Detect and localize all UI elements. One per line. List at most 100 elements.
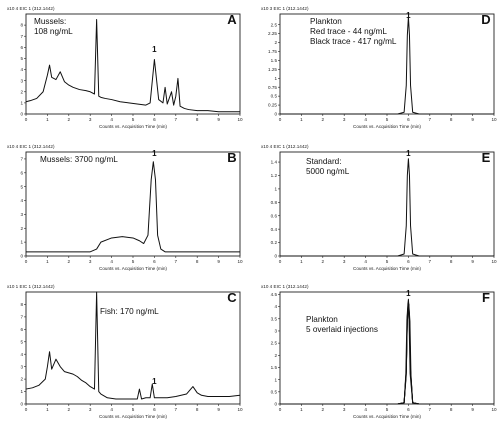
y-tick-label: 1 xyxy=(274,187,277,192)
annotation-text: Plankton xyxy=(310,17,342,26)
y-tick-label: 4 xyxy=(20,67,23,72)
y-tick-label: 0 xyxy=(274,254,277,259)
x-tick-label: 1 xyxy=(300,407,303,412)
x-tick-label: 3 xyxy=(89,259,92,264)
x-tick-label: 6 xyxy=(153,407,156,412)
y-tick-label: 0.5 xyxy=(271,94,278,99)
x-tick-label: 7 xyxy=(175,117,178,122)
annotation-text: Standard: xyxy=(306,157,342,166)
x-axis-label: Counts vs. Acquisition Time (min) xyxy=(353,124,421,129)
x-tick-label: 6 xyxy=(153,259,156,264)
y-tick-label: 1 xyxy=(20,240,23,245)
y-tick-label: 1 xyxy=(274,76,277,81)
series-line xyxy=(280,302,494,405)
y-tick-label: 1.5 xyxy=(271,58,278,63)
x-tick-label: 5 xyxy=(386,407,389,412)
y-tick-label: 1.5 xyxy=(271,365,278,370)
panel-letter: C xyxy=(227,290,237,305)
x-tick-label: 10 xyxy=(237,117,243,122)
series-line xyxy=(26,161,240,253)
panel-letter: E xyxy=(482,150,491,165)
x-tick-label: 10 xyxy=(491,259,497,264)
series-line xyxy=(25,291,241,400)
y-tick-label: 1.75 xyxy=(268,49,277,54)
chart-svg: x10 4 EIC 1 (312.1442) 0 1 2 3 4 5 6 7 8 0 1 2 3 4 5 6 7 8… xyxy=(7,6,243,129)
x-tick-label: 3 xyxy=(89,407,92,412)
y-tick-label: 3.5 xyxy=(271,316,278,321)
x-tick-label: 9 xyxy=(471,117,474,122)
x-tick-label: 0 xyxy=(25,407,28,412)
y-tick-label: 0 xyxy=(20,402,23,407)
chromatogram-panel-d: x10 3 EIC 1 (312.1442) 0 0.25 0.5 0.75 1 1.25 1… xyxy=(258,2,500,130)
y-tick-label: 1 xyxy=(274,377,277,382)
y-tick-label: 7 xyxy=(20,314,23,319)
x-tick-label: 8 xyxy=(196,407,199,412)
x-tick-label: 3 xyxy=(343,407,346,412)
y-tick-label: 2.5 xyxy=(271,22,278,27)
y-tick-label: 0 xyxy=(20,112,23,117)
x-axis-label: Counts vs. Acquisition Time (min) xyxy=(99,124,167,129)
x-tick-label: 2 xyxy=(68,259,71,264)
x-tick-label: 8 xyxy=(450,259,453,264)
peak-label: 1 xyxy=(406,11,411,20)
x-tick-label: 6 xyxy=(407,407,410,412)
y-tick-label: 2.5 xyxy=(271,341,278,346)
series-line xyxy=(280,158,494,257)
y-tick-label: 2.25 xyxy=(268,31,277,36)
y-tick-label: 0.75 xyxy=(268,85,277,90)
x-tick-label: 3 xyxy=(343,117,346,122)
x-tick-label: 1 xyxy=(46,117,49,122)
y-tick-label: 7 xyxy=(20,34,23,39)
chromatogram-panel-b: x10 4 EIC 1 (312.1442) 0 1 2 3 4 5 6 7 0 1 2 3 4 5 6 7 8 9… xyxy=(4,140,246,272)
y-tick-label: 0.5 xyxy=(271,389,278,394)
annotation-text: Mussels: 3700 ng/mL xyxy=(40,155,118,164)
y-tick-label: 1.2 xyxy=(271,173,278,178)
chart-svg: x10 4 EIC 1 (312.1442) 0 1 2 3 4 5 6 7 0 1 2 3 4 5 6 7 8 9… xyxy=(7,144,243,271)
x-tick-label: 8 xyxy=(196,117,199,122)
x-tick-label: 0 xyxy=(25,259,28,264)
x-tick-label: 10 xyxy=(491,117,497,122)
y-tick-label: 2 xyxy=(274,40,277,45)
x-tick-label: 10 xyxy=(237,259,243,264)
x-tick-label: 9 xyxy=(217,407,220,412)
x-tick-label: 2 xyxy=(68,117,71,122)
panel-header-label: x10 1 EIC 1 (312.1442) xyxy=(7,284,55,289)
x-tick-label: 6 xyxy=(407,117,410,122)
peak-label: 1 xyxy=(152,377,157,386)
x-tick-label: 0 xyxy=(279,117,282,122)
y-tick-label: 0.8 xyxy=(271,200,278,205)
y-tick-label: 2 xyxy=(20,226,23,231)
peak-label: 1 xyxy=(406,289,411,298)
y-tick-label: 1.25 xyxy=(268,67,277,72)
x-tick-label: 0 xyxy=(25,117,28,122)
x-tick-label: 4 xyxy=(110,117,113,122)
y-tick-label: 4 xyxy=(274,304,277,309)
panel-letter: A xyxy=(227,12,237,27)
y-tick-label: 3 xyxy=(274,329,277,334)
x-tick-label: 5 xyxy=(386,259,389,264)
peak-label: 1 xyxy=(406,149,411,158)
x-tick-label: 10 xyxy=(237,407,243,412)
y-tick-label: 2 xyxy=(20,89,23,94)
peak-label: 1 xyxy=(152,149,157,158)
x-tick-label: 4 xyxy=(364,407,367,412)
x-tick-label: 3 xyxy=(89,117,92,122)
x-tick-label: 2 xyxy=(68,407,71,412)
panel-header-label: x10 4 EIC 1 (312.1442) xyxy=(7,144,55,149)
y-tick-label: 0.4 xyxy=(271,227,278,232)
y-tick-label: 3 xyxy=(20,78,23,83)
x-tick-label: 9 xyxy=(217,259,220,264)
annotation-text: Mussels: xyxy=(34,17,66,26)
x-tick-label: 5 xyxy=(132,259,135,264)
y-tick-label: 1 xyxy=(20,389,23,394)
chart-svg: x10 4 EIC 1 (312.1442) 0 0.2 0.4 0.6 0.8 1 1.2 1… xyxy=(261,144,497,271)
y-tick-label: 6 xyxy=(20,327,23,332)
x-tick-label: 9 xyxy=(471,407,474,412)
plot-frame xyxy=(25,151,241,257)
annotation-text: 5 overlaid injections xyxy=(306,325,378,334)
x-tick-label: 5 xyxy=(386,117,389,122)
x-tick-label: 4 xyxy=(110,407,113,412)
x-tick-label: 5 xyxy=(132,407,135,412)
plot-frame xyxy=(279,291,495,405)
